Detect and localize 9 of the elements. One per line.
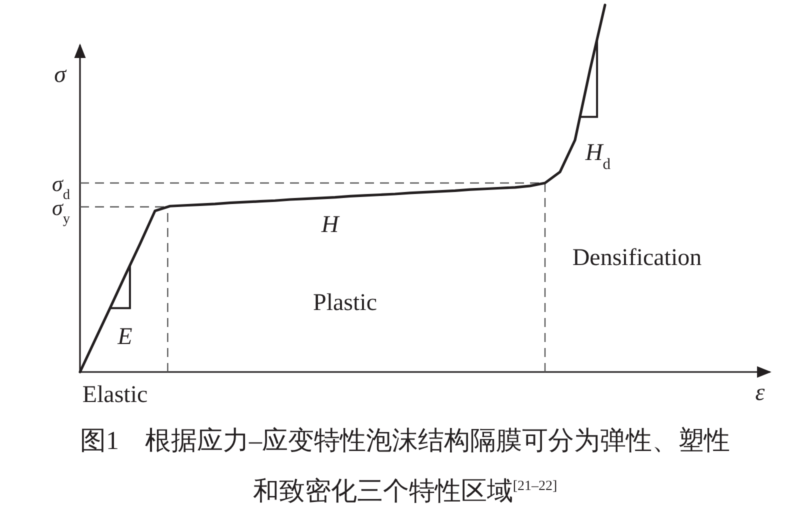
ylabel: σ (54, 62, 66, 88)
annotation: Elastic (82, 382, 148, 408)
annotation: E (118, 324, 132, 350)
annotation: ε (755, 380, 765, 406)
annotation: H$_{d}$ (585, 140, 611, 172)
annotation: Densification (572, 245, 702, 271)
annotation: H (321, 212, 339, 238)
annotation: 图1 根据应力–应变特性泡沫结构隔膜可分为弹性、塑性和致密化三个特性区域$^{[21–22]}$ (79, 425, 731, 508)
annotation: Plastic (313, 290, 377, 316)
